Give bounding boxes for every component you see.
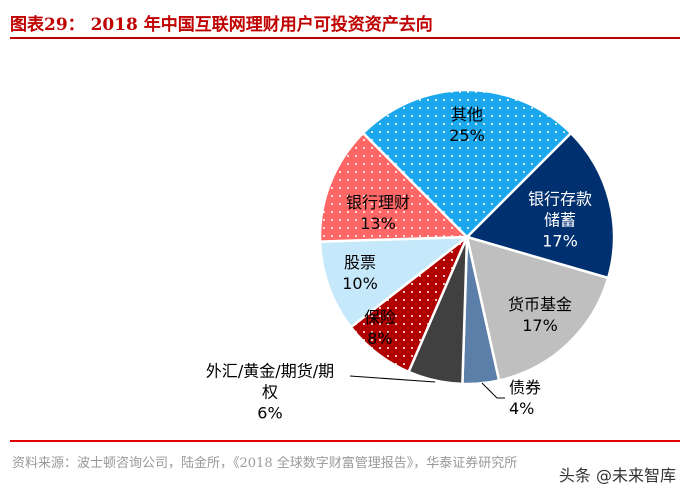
slice-name: 外汇/黄金/期货/期权 <box>205 361 335 402</box>
slice-label: 债券 4% <box>509 377 541 419</box>
slice-name: 其他 <box>450 105 483 124</box>
slice-percent: 17% <box>522 316 558 335</box>
slice-percent: 4% <box>508 399 535 418</box>
title-divider <box>10 37 680 39</box>
slice-label: 银行存款 储蓄 17% <box>528 189 592 252</box>
pie-slice <box>465 235 610 382</box>
chart-title: 图表29： 2018 年中国互联网理财用户可投资资产去向 <box>10 15 433 35</box>
slice-name: 银行理财 <box>345 193 411 212</box>
slice-label: 外汇/黄金/期货/期权 6% <box>206 361 334 424</box>
slice-percent: 13% <box>360 214 396 233</box>
leader-line <box>481 382 505 399</box>
pie-slice-pattern <box>350 237 467 372</box>
watermark: 头条 @未来智库 <box>558 466 676 485</box>
source-note: 资料来源：波士顿咨询公司，陆金所，《2018 全球数字财富管理报告》，华泰证券研… <box>12 456 518 471</box>
slice-label: 银行理财 13% <box>346 192 410 234</box>
slice-label: 货币基金 17% <box>508 294 572 336</box>
slice-name: 银行存款 储蓄 <box>527 189 593 230</box>
pie-slice <box>464 131 616 280</box>
pie-slice <box>318 235 471 329</box>
slice-name: 保险 <box>363 308 397 327</box>
slice-name: 股票 <box>343 253 376 272</box>
slice-label: 保险 8% <box>364 307 396 349</box>
footer-divider <box>10 440 680 442</box>
pie-slice-pattern <box>320 133 467 242</box>
leader-line <box>349 375 436 383</box>
slice-percent: 6% <box>257 403 283 423</box>
slice-percent: 10% <box>342 274 378 293</box>
slice-name: 债券 <box>508 378 542 397</box>
pie-slice-pattern <box>363 90 571 237</box>
slice-percent: 8% <box>367 329 393 348</box>
slice-label: 其他 25% <box>449 104 485 146</box>
slice-label: 股票 10% <box>342 252 378 294</box>
slice-percent: 25% <box>449 126 485 145</box>
slice-name: 货币基金 <box>507 295 573 314</box>
slice-percent: 17% <box>542 231 578 251</box>
